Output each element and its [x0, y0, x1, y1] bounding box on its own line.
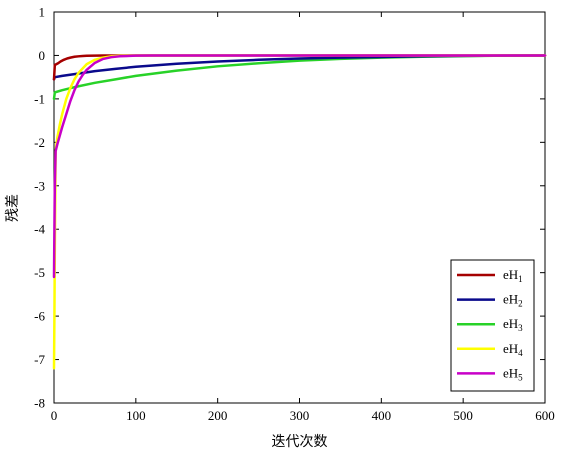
y-tick-label: -2 [34, 135, 45, 150]
y-tick-label: -8 [34, 396, 45, 411]
legend-entry-label: eH3 [503, 316, 523, 333]
x-axis-label: 迭代次数 [272, 434, 328, 450]
y-axis-ticks: 1 0 -1 -2 -3 -4 -5 -6 -7 -8 [34, 5, 545, 411]
y-tick-label: 0 [39, 48, 46, 63]
y-tick-label: -1 [34, 91, 45, 106]
x-tick-label: 100 [126, 408, 146, 423]
x-tick-label: 600 [535, 408, 555, 423]
legend: eH1 eH2 eH3 eH4 eH5 [450, 259, 535, 392]
x-axis-ticks: 0 100 200 300 400 500 600 [51, 12, 555, 423]
legend-entry-label: eH5 [503, 365, 523, 382]
x-tick-label: 0 [51, 408, 58, 423]
y-tick-label: -7 [34, 352, 45, 367]
x-tick-label: 500 [453, 408, 473, 423]
legend-entry-label: eH1 [503, 267, 523, 284]
x-tick-label: 400 [372, 408, 392, 423]
y-tick-label: -3 [34, 178, 45, 193]
y-tick-label: -6 [34, 309, 45, 324]
legend-box [450, 259, 535, 392]
y-axis-label: 残差 [5, 194, 21, 222]
series-lines [52, 54, 547, 370]
x-tick-label: 300 [290, 408, 310, 423]
legend-entry-label: eH4 [503, 341, 523, 358]
series-line-eh5 [52, 54, 547, 279]
legend-entry-label: eH2 [503, 292, 523, 309]
x-tick-label: 200 [208, 408, 228, 423]
y-tick-label: -5 [34, 265, 45, 280]
y-tick-label: 1 [39, 5, 46, 20]
y-tick-label: -4 [34, 222, 45, 237]
series-line-eh1 [52, 54, 547, 81]
